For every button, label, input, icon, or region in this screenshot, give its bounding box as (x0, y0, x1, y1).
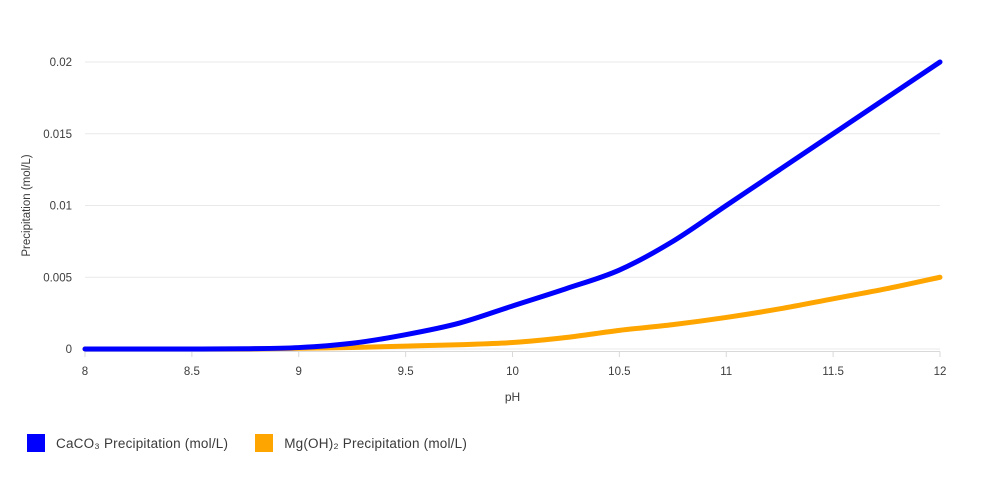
x-tick-label: 10.5 (608, 366, 630, 378)
chart-canvas: 8 8.5 9 9.5 10 10.5 11 11.5 12 0 0.005 0.01 0.015 0.0… (21, 57, 946, 404)
x-tick-label: 10 (506, 366, 519, 378)
x-tick-label: 9 (296, 366, 302, 378)
y-tick-label: 0.015 (43, 129, 72, 141)
legend-item-caco3[interactable]: CaCO₃ Precipitation (mol/L) (27, 434, 228, 452)
legend-swatch-mgoh2-icon (255, 434, 274, 452)
tick-labels: 8 8.5 9 9.5 10 10.5 11 11.5 12 0 0.005 0.01 0.015 0.0… (43, 57, 946, 378)
y-tick-label: 0.02 (50, 57, 72, 69)
legend-label-mgoh2: Mg(OH)₂ Precipitation (mol/L) (284, 435, 468, 451)
legend-label-caco3: CaCO₃ Precipitation (mol/L) (56, 435, 229, 451)
legend-item-mgoh2[interactable]: Mg(OH)₂ Precipitation (mol/L) (255, 434, 467, 452)
x-tick-label: 8.5 (184, 366, 200, 378)
chart-legend: CaCO₃ Precipitation (mol/L) Mg(OH)₂ Prec… (27, 434, 467, 452)
series-line-mgoh2[interactable] (82, 274, 943, 352)
x-tick-label: 8 (82, 366, 88, 378)
series-line-caco3[interactable] (82, 59, 943, 352)
x-tick-label: 9.5 (398, 366, 414, 378)
x-tick-label: 11 (720, 366, 732, 378)
legend-swatch-caco3-icon (27, 434, 45, 452)
y-tick-label: 0.005 (43, 272, 72, 284)
gridlines (85, 61, 940, 350)
y-tick-label: 0 (66, 344, 72, 356)
y-tick-label: 0.01 (50, 201, 72, 213)
x-axis-title: pH (505, 390, 520, 404)
x-axis (84, 351, 941, 357)
x-tick-label: 11.5 (822, 366, 844, 378)
y-axis-title: Precipitation (mol/L) (21, 154, 33, 256)
x-tick-label: 12 (934, 366, 947, 378)
